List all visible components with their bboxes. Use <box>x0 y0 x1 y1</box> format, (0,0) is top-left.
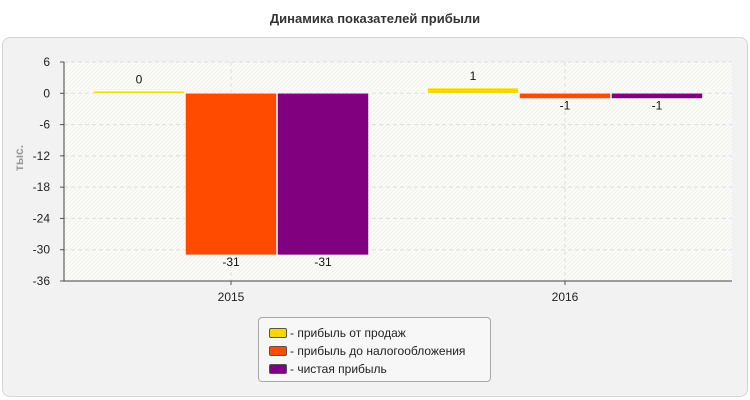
y-tick-label: -24 <box>33 211 51 225</box>
chart-title: Динамика показателей прибыли <box>269 11 481 26</box>
legend-prefix: - <box>290 344 294 358</box>
y-tick-label: -30 <box>33 243 51 257</box>
legend-item-net-profit: - чистая прибыль <box>269 360 490 378</box>
y-tick-label: -6 <box>39 118 50 132</box>
legend-swatch <box>269 328 287 338</box>
legend-label: прибыль до налогообложения <box>297 344 466 358</box>
y-tick-label: -12 <box>33 149 51 163</box>
x-tick-label: 2015 <box>218 290 245 304</box>
bar <box>93 91 185 94</box>
data-label: 1 <box>470 69 477 83</box>
bar <box>185 93 277 256</box>
data-label: -1 <box>560 99 571 113</box>
y-tick-label: -36 <box>33 274 51 288</box>
bar <box>519 93 611 99</box>
legend-prefix: - <box>290 326 294 340</box>
bar <box>427 87 519 94</box>
legend-item-pretax-profit: - прибыль до налогообложения <box>269 342 490 360</box>
y-tick-label: -18 <box>33 180 51 194</box>
legend-label: чистая прибыль <box>297 362 387 376</box>
x-tick-label: 2016 <box>552 290 579 304</box>
data-label: 0 <box>136 72 143 86</box>
y-axis-label: тыс. <box>12 145 26 171</box>
legend-swatch <box>269 364 287 374</box>
data-label: -1 <box>652 99 663 113</box>
axes: 6 0 -6 -12 -18 -24 -30 -36 2015 2016 <box>33 55 732 304</box>
data-label: -31 <box>314 255 332 269</box>
bars <box>93 87 703 256</box>
legend-prefix: - <box>290 362 294 376</box>
data-label: -31 <box>222 255 240 269</box>
legend-item-sales-profit: - прибыль от продаж <box>269 324 490 342</box>
legend-label: прибыль от продаж <box>297 326 406 340</box>
legend: - прибыль от продаж - прибыль до налогоо… <box>258 317 491 382</box>
y-tick-label: 0 <box>43 86 50 100</box>
data-labels: 0 -31 -31 1 -1 -1 <box>136 69 663 269</box>
bar <box>277 93 369 256</box>
y-tick-label: 6 <box>43 55 50 69</box>
bar <box>611 93 703 99</box>
legend-swatch <box>269 346 287 356</box>
